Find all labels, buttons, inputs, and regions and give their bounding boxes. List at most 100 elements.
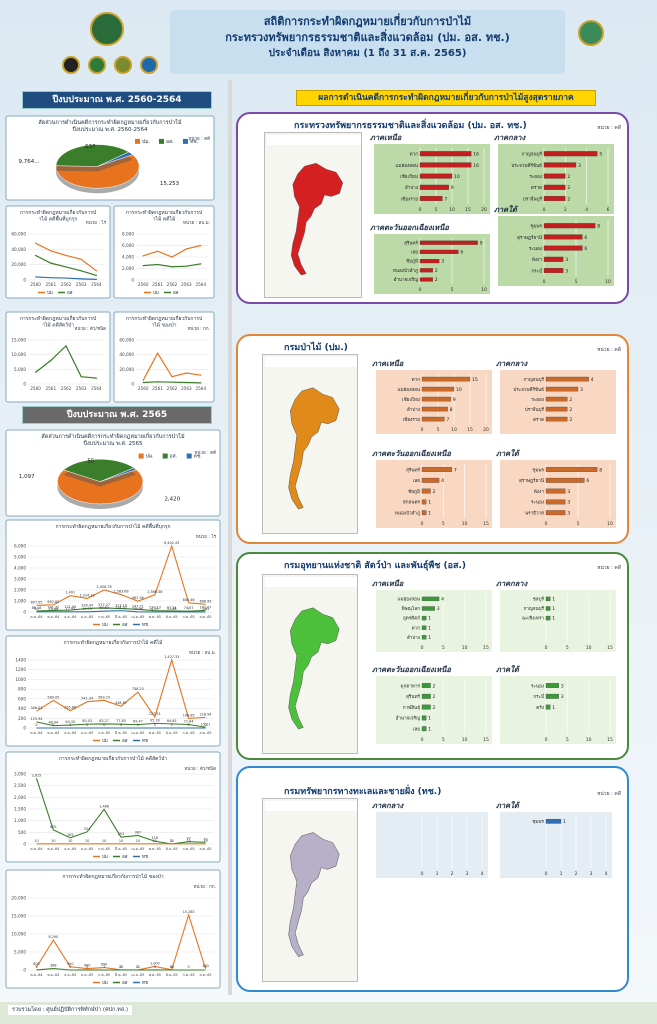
mini3-ytick: 10,000 [11,352,26,357]
line1-data-label: 247.71 [132,604,144,608]
pie1-slice-depth [97,156,133,172]
line4-data-label: 690 [101,963,107,967]
rfd_central-bar [545,396,568,402]
pie1-legend-swatch [158,138,164,144]
dnp_central-category-label: ชลบุรี [533,596,545,603]
rfd_ne-bar [421,510,427,516]
mini4-unit: หน่วย : กก. [188,326,210,332]
line1-legend-label: ปม [102,622,108,628]
line2-data-label: 0 [103,723,105,727]
mini2-legend-label: ปม [153,290,159,296]
line2-xtick: ส.ค.-65 [200,731,212,735]
line2-ytick: 800 [18,687,26,692]
dnp_north-value-label: 4 [441,597,444,603]
line1-xtick: พ.ย.-64 [47,615,59,619]
mini1-xtick: 2562 [61,282,72,287]
panel-dmcr-unit: หน่วย : คดี [597,791,621,797]
dmcr_south-xtick: 4 [605,871,608,877]
moe_north-value-label: 9 [451,185,454,191]
dnp_ne-value-label: 2 [433,705,436,711]
line2-data-label: 0 [171,723,173,727]
moe_central-bar [543,162,577,168]
rfd_ne-xtick: 15 [483,521,489,527]
line2-data-label: 0 [154,723,156,727]
line3-data-label: 10 [51,839,55,843]
line3-data-label: 10 [68,839,72,843]
line3-xtick: พ.ค.-65 [149,847,161,851]
line4-data-label: 800 [33,962,39,966]
mini1-point [95,278,97,280]
line2-title: การกระทำผิดกฎหมายเกี่ยวกับการป่าไม้ คดีไ… [64,639,163,646]
line4-data-label: 5 [35,965,37,969]
moe_ne-xtick: 10 [481,287,487,293]
moe_central-xtick: 4 [585,207,588,213]
line3-xtick: เม.ย.-65 [131,847,144,851]
panel-rfd-unit: หน่วย : คดี [597,347,621,353]
line2-data-label: 196.85 [183,713,195,717]
mini2-point [185,248,187,250]
line4-data-label: 400 [84,964,90,968]
line2-data-label: 0 [137,723,139,727]
rfd_ne-category-label: สกลนคร [403,500,421,506]
rfd_south-value-label: 8 [599,467,602,473]
dmcr_south-xtick: 0 [545,871,548,877]
moe_central-bar [543,173,566,179]
moe_south-bar [543,256,564,262]
line1-data-label: 607.05 [31,600,43,604]
line2-data-label: 0 [52,723,54,727]
dmcr_central-title: ภาคกลาง [372,801,405,810]
line1-data-label: 1,583.69 [113,590,128,594]
dnp_central-value-label: 1 [552,597,555,603]
moe_south-category-label: ระนอง [529,246,542,252]
line4-data-label: 9 [154,965,156,969]
rfd_south-bar [545,467,598,472]
mini1-point [50,262,52,264]
moe_ne-category-label: เลย [411,250,418,255]
line3-legend-label: อส [122,854,128,860]
line1-data-label: 982.56 [132,596,144,600]
moe_south-value-label: 6 [584,235,587,241]
line1-xtick: ธ.ค.-64 [64,615,76,619]
moe_north-value-label: 10 [454,174,460,180]
map-caption-box [267,135,361,145]
header-right-logo [578,20,604,46]
mini1-title: การกระทำผิดกฎหมายเกี่ยวกับการป่ [20,209,96,216]
moe_ne-category-label: ชัยภูมิ [406,258,418,265]
pie1-unit: หน่วย : คดี [188,136,210,142]
line1-data-label: 840.46 [183,598,195,602]
moe_north-category-label: เชียงราย [401,195,419,202]
line2-data-label: 95.18 [150,718,160,722]
line1-data-label: 97.74 [167,606,177,610]
moe_north-xtick: 10 [449,207,455,213]
moe_north-category-label: ตาก [410,153,419,158]
mini1-xtick: 2564 [91,282,102,287]
line1-data-label: 20 [34,607,38,611]
pie2-slice-depth [100,472,137,487]
moe_central-value-label: 3 [578,163,581,169]
line3-data-label: 2,815 [32,773,42,777]
line2-ytick: 400 [18,706,26,711]
moe_central-category-label: ระยอง [529,174,542,180]
dnp_north-xtick: 10 [462,645,468,651]
map-moe [264,132,362,298]
mini2-ytick: 4,000 [122,255,134,260]
line2-data-label: 84.85 [167,719,177,723]
moe_ne-title: ภาคตะวันออกเฉียงเหนือ [370,223,449,232]
rfd_north-title: ภาคเหนือ [372,359,404,368]
line2-series-ปม [36,658,206,720]
mini1-point [80,258,82,260]
dnp_south-xtick: 5 [566,737,569,743]
pie1-slice [97,151,134,167]
panel-rfd-title: กรมป่าไม้ (ปม.) [284,343,348,353]
moe_south-title: ภาคใต้ [494,205,519,214]
mini4-point [200,382,202,384]
mini4-ytick: 0 [131,382,134,387]
line2-xtick: ต.ค.-64 [30,731,42,735]
line4-data-label: 343 [202,964,208,968]
line3-xtick: ธ.ค.-64 [64,847,76,851]
mini3-point [35,371,37,373]
moe_north-title: ภาคเหนือ [370,133,402,142]
line1-card [5,519,221,631]
rfd_central-title: ภาคกลาง [496,359,529,368]
line1-xtick: ส.ค.-65 [200,615,212,619]
